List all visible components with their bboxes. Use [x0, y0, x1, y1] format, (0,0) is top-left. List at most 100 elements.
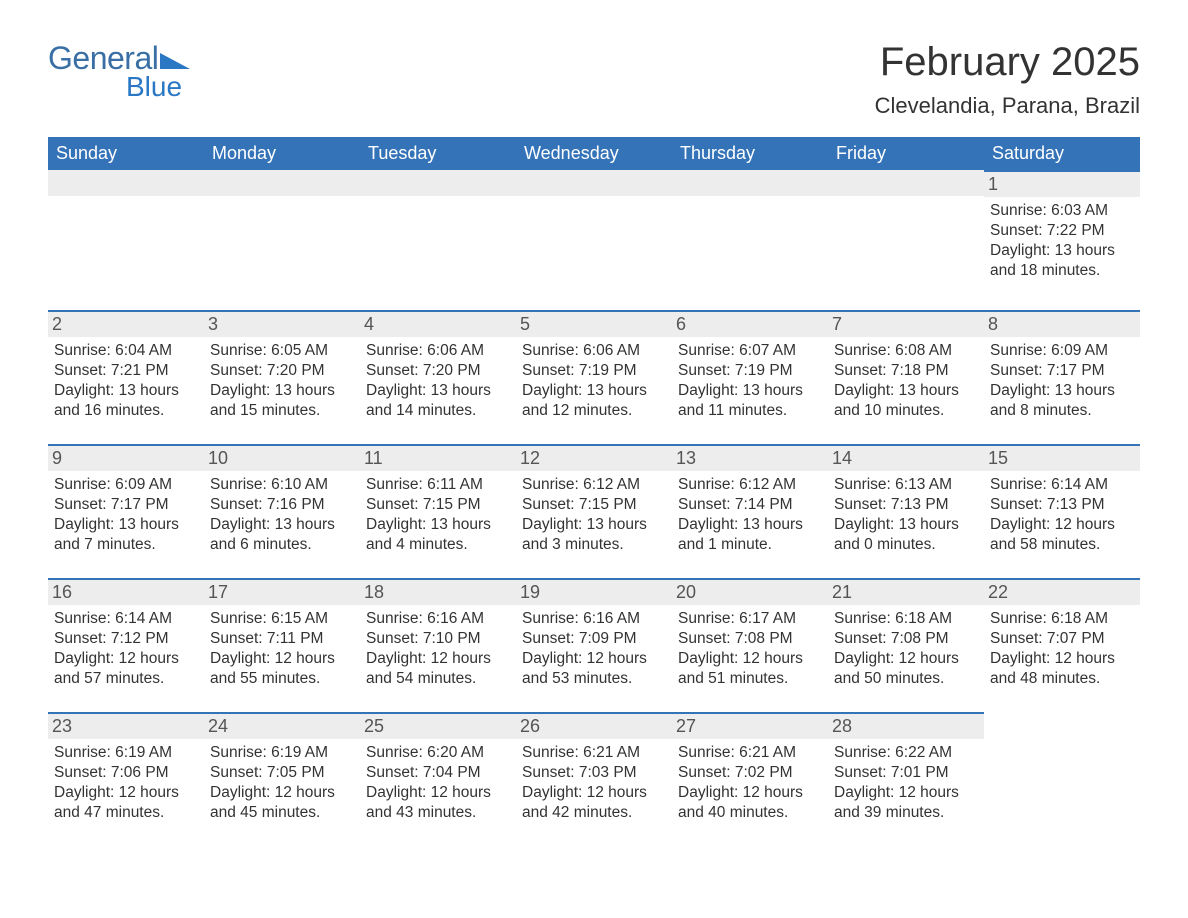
calendar-day-cell — [360, 170, 516, 310]
day-sunrise: Sunrise: 6:18 AM — [990, 609, 1134, 629]
day-sunrise: Sunrise: 6:16 AM — [522, 609, 666, 629]
day-details: Sunrise: 6:19 AMSunset: 7:05 PMDaylight:… — [210, 743, 354, 824]
calendar-day-cell: 16 Sunrise: 6:14 AMSunset: 7:12 PMDayligh… — [48, 578, 204, 712]
calendar-day-cell: 1Sunrise: 6:03 AMSunset: 7:22 PMDaylight… — [984, 170, 1140, 310]
day-number: 13 — [672, 444, 828, 471]
calendar-day-cell: 13Sunrise: 6:12 AMSunset: 7:14 PMDayligh… — [672, 444, 828, 578]
day-number: 12 — [516, 444, 672, 471]
day-daylight1: Daylight: 12 hours — [210, 783, 354, 803]
day-number: 18 — [360, 578, 516, 605]
day-sunset: Sunset: 7:02 PM — [678, 763, 822, 783]
calendar-day-cell — [516, 170, 672, 310]
day-daylight1: Daylight: 13 hours — [834, 515, 978, 535]
day-details: Sunrise: 6:17 AMSunset: 7:08 PMDaylight:… — [678, 609, 822, 690]
weekday-header: Monday — [204, 137, 360, 170]
day-sunset: Sunset: 7:05 PM — [210, 763, 354, 783]
day-sunrise: Sunrise: 6:06 AM — [366, 341, 510, 361]
day-sunrise: Sunrise: 6:06 AM — [522, 341, 666, 361]
calendar-day-cell: 22 Sunrise: 6:18 AMSunset: 7:07 PMDayligh… — [984, 578, 1140, 712]
day-daylight1: Daylight: 12 hours — [522, 783, 666, 803]
day-daylight1: Daylight: 12 hours — [834, 783, 978, 803]
day-daylight2: and 40 minutes. — [678, 803, 822, 823]
day-daylight2: and 58 minutes. — [990, 535, 1134, 555]
day-details: Sunrise: 6:06 AMSunset: 7:19 PMDaylight:… — [522, 341, 666, 422]
day-details: Sunrise: 6:15 AMSunset: 7:11 PMDaylight:… — [210, 609, 354, 690]
calendar-day-cell: 17Sunrise: 6:15 AMSunset: 7:11 PMDayligh… — [204, 578, 360, 712]
calendar-day-cell: 6Sunrise: 6:07 AMSunset: 7:19 PMDaylight… — [672, 310, 828, 444]
calendar-day-cell: 20Sunrise: 6:17 AMSunset: 7:08 PMDayligh… — [672, 578, 828, 712]
day-daylight1: Daylight: 12 hours — [366, 783, 510, 803]
day-daylight1: Daylight: 12 hours — [834, 649, 978, 669]
day-number: 23 — [48, 712, 204, 739]
day-daylight2: and 8 minutes. — [990, 401, 1134, 421]
day-number: 7 — [828, 310, 984, 337]
day-daylight2: and 12 minutes. — [522, 401, 666, 421]
day-number: 22 — [984, 578, 1140, 605]
day-sunset: Sunset: 7:21 PM — [54, 361, 198, 381]
day-sunset: Sunset: 7:16 PM — [210, 495, 354, 515]
calendar-day-cell — [672, 170, 828, 310]
day-sunset: Sunset: 7:17 PM — [54, 495, 198, 515]
day-sunrise: Sunrise: 6:10 AM — [210, 475, 354, 495]
location-text: Clevelandia, Parana, Brazil — [875, 93, 1140, 119]
day-sunset: Sunset: 7:01 PM — [834, 763, 978, 783]
day-daylight2: and 1 minute. — [678, 535, 822, 555]
day-details: Sunrise: 6:16 AMSunset: 7:09 PMDaylight:… — [522, 609, 666, 690]
day-sunset: Sunset: 7:15 PM — [522, 495, 666, 515]
day-sunset: Sunset: 7:06 PM — [54, 763, 198, 783]
day-daylight2: and 0 minutes. — [834, 535, 978, 555]
title-block: February 2025 Clevelandia, Parana, Brazi… — [875, 40, 1140, 119]
calendar-day-cell — [984, 712, 1140, 846]
day-number: 19 — [516, 578, 672, 605]
calendar-day-cell: 12Sunrise: 6:12 AMSunset: 7:15 PMDayligh… — [516, 444, 672, 578]
calendar-week-row: 16 Sunrise: 6:14 AMSunset: 7:12 PMDayligh… — [48, 578, 1140, 712]
day-daylight1: Daylight: 12 hours — [54, 783, 198, 803]
calendar-day-cell: 15Sunrise: 6:14 AMSunset: 7:13 PMDayligh… — [984, 444, 1140, 578]
day-daylight1: Daylight: 12 hours — [522, 649, 666, 669]
day-number: 3 — [204, 310, 360, 337]
calendar-day-cell: 7 Sunrise: 6:08 AMSunset: 7:18 PMDaylight… — [828, 310, 984, 444]
day-daylight1: Daylight: 13 hours — [990, 241, 1134, 261]
day-sunrise: Sunrise: 6:13 AM — [834, 475, 978, 495]
day-number — [828, 170, 984, 196]
calendar-day-cell: 9Sunrise: 6:09 AMSunset: 7:17 PMDaylight… — [48, 444, 204, 578]
day-number: 16 — [48, 578, 204, 605]
day-details: Sunrise: 6:22 AMSunset: 7:01 PMDaylight:… — [834, 743, 978, 824]
day-daylight2: and 45 minutes. — [210, 803, 354, 823]
day-daylight2: and 51 minutes. — [678, 669, 822, 689]
calendar-day-cell: 11Sunrise: 6:11 AMSunset: 7:15 PMDayligh… — [360, 444, 516, 578]
calendar-day-cell — [828, 170, 984, 310]
day-sunset: Sunset: 7:22 PM — [990, 221, 1134, 241]
day-number: 2 — [48, 310, 204, 337]
day-sunset: Sunset: 7:20 PM — [210, 361, 354, 381]
day-details: Sunrise: 6:14 AMSunset: 7:12 PMDaylight:… — [54, 609, 198, 690]
day-sunrise: Sunrise: 6:21 AM — [678, 743, 822, 763]
day-sunrise: Sunrise: 6:22 AM — [834, 743, 978, 763]
day-daylight2: and 48 minutes. — [990, 669, 1134, 689]
day-details: Sunrise: 6:18 AMSunset: 7:07 PMDaylight:… — [990, 609, 1134, 690]
day-sunset: Sunset: 7:04 PM — [366, 763, 510, 783]
day-details: Sunrise: 6:14 AMSunset: 7:13 PMDaylight:… — [990, 475, 1134, 556]
day-sunset: Sunset: 7:11 PM — [210, 629, 354, 649]
day-details: Sunrise: 6:08 AMSunset: 7:18 PMDaylight:… — [834, 341, 978, 422]
day-sunrise: Sunrise: 6:14 AM — [54, 609, 198, 629]
day-sunrise: Sunrise: 6:18 AM — [834, 609, 978, 629]
calendar-day-cell: 3Sunrise: 6:05 AMSunset: 7:20 PMDaylight… — [204, 310, 360, 444]
day-daylight1: Daylight: 13 hours — [834, 381, 978, 401]
day-sunset: Sunset: 7:14 PM — [678, 495, 822, 515]
calendar-day-cell: 24Sunrise: 6:19 AMSunset: 7:05 PMDayligh… — [204, 712, 360, 846]
day-daylight2: and 10 minutes. — [834, 401, 978, 421]
logo: General Blue — [48, 40, 190, 103]
day-daylight1: Daylight: 13 hours — [678, 381, 822, 401]
calendar-day-cell: 5Sunrise: 6:06 AMSunset: 7:19 PMDaylight… — [516, 310, 672, 444]
day-daylight1: Daylight: 13 hours — [990, 381, 1134, 401]
day-details: Sunrise: 6:20 AMSunset: 7:04 PMDaylight:… — [366, 743, 510, 824]
day-daylight2: and 39 minutes. — [834, 803, 978, 823]
day-sunset: Sunset: 7:08 PM — [834, 629, 978, 649]
day-sunset: Sunset: 7:13 PM — [834, 495, 978, 515]
calendar-day-cell: 2Sunrise: 6:04 AMSunset: 7:21 PMDaylight… — [48, 310, 204, 444]
logo-blue-text: Blue — [126, 71, 190, 103]
day-details: Sunrise: 6:09 AMSunset: 7:17 PMDaylight:… — [54, 475, 198, 556]
day-details: Sunrise: 6:21 AMSunset: 7:02 PMDaylight:… — [678, 743, 822, 824]
day-sunrise: Sunrise: 6:04 AM — [54, 341, 198, 361]
